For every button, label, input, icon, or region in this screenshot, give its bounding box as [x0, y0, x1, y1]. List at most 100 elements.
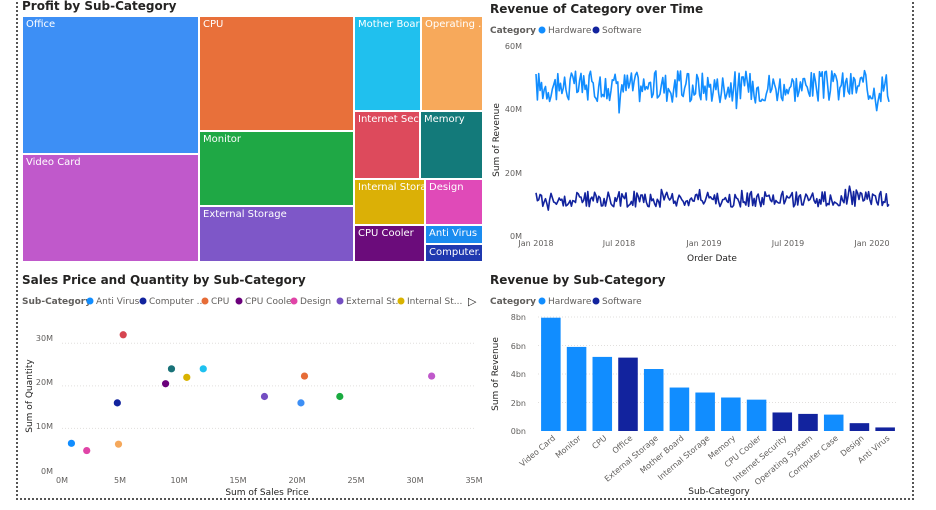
treemap-cell-design[interactable]: Design	[425, 179, 483, 225]
scatter-point[interactable]	[260, 392, 269, 401]
line-series-software[interactable]	[535, 185, 890, 211]
scatter-point[interactable]	[199, 365, 207, 373]
line-y-tick: 0M	[510, 232, 522, 241]
scatter-point[interactable]	[161, 380, 170, 388]
scatter-legend-marker	[290, 297, 298, 305]
scatter-point[interactable]	[119, 331, 127, 339]
treemap-cell-computer-case[interactable]: Computer...	[425, 244, 483, 262]
scatter-point[interactable]	[336, 392, 344, 401]
scatter-legend-item[interactable]: Internal St...	[407, 297, 462, 307]
treemap-cell-office[interactable]: Office	[22, 16, 199, 154]
scatter-point[interactable]	[167, 365, 176, 373]
line-x-tick: Jul 2019	[771, 239, 805, 248]
scatter-legend-item[interactable]: CPU Cooler	[245, 297, 295, 307]
line-y-tick: 60M	[505, 42, 522, 51]
scatter-x-tick: 20M	[288, 476, 305, 485]
line-legend-marker-hardware	[538, 26, 546, 34]
bar-monitor[interactable]	[566, 346, 587, 431]
line-series-hardware[interactable]	[535, 69, 890, 114]
scatter-x-tick: 0M	[56, 476, 68, 485]
bar-cpu-cooler[interactable]	[746, 399, 767, 431]
scatter-x-axis-title: Sum of Sales Price	[225, 488, 309, 498]
line-chart-visual[interactable]: Revenue of Category over Time Category H…	[486, 0, 902, 266]
scatter-legend-marker	[201, 297, 209, 305]
treemap-cell-mother-board[interactable]: Mother Board	[354, 16, 421, 111]
line-x-tick: Jul 2018	[602, 239, 636, 248]
bar-mother-board[interactable]	[669, 387, 690, 431]
scatter-legend-item[interactable]: External St...	[346, 297, 404, 307]
bar-video-card[interactable]	[541, 317, 561, 431]
line-legend-hardware[interactable]: Hardware	[548, 26, 592, 36]
scatter-point[interactable]	[67, 439, 76, 447]
scatter-chart-visual[interactable]: Sales Price and Quantity by Sub-Category…	[18, 268, 484, 504]
scatter-point[interactable]	[83, 446, 91, 455]
treemap-cell-external-storage[interactable]: External Storage	[199, 206, 354, 262]
bar-internet-security[interactable]	[772, 412, 793, 431]
treemap-cell-monitor[interactable]: Monitor	[199, 131, 354, 206]
line-legend-marker-software	[592, 26, 600, 34]
bar-memory[interactable]	[721, 397, 741, 431]
scatter-point[interactable]	[113, 399, 121, 407]
scatter-x-tick: 15M	[229, 476, 246, 485]
bar-y-axis-title: Sum of Revenue	[491, 337, 501, 411]
treemap-label: Anti Virus	[429, 228, 478, 239]
line-x-tick: Jan 2020	[853, 239, 889, 248]
treemap-cell-video-card[interactable]: Video Card	[22, 154, 199, 262]
treemap-label: Office	[26, 19, 56, 30]
treemap-label: Mother Board	[358, 19, 421, 30]
treemap-label: Internal Stora...	[358, 182, 424, 193]
scatter-point[interactable]	[300, 372, 309, 380]
scatter-point[interactable]	[114, 440, 123, 448]
bar-operating-system[interactable]	[798, 413, 818, 431]
scatter-point[interactable]	[428, 372, 436, 380]
scatter-legend-item[interactable]: CPU	[211, 297, 229, 307]
line-y-tick: 40M	[505, 105, 522, 114]
bar-chart-visual[interactable]: Revenue by Sub-Category Category Hardwar…	[486, 268, 902, 504]
treemap-cell-anti-virus[interactable]: Anti Virus	[425, 225, 483, 244]
scatter-legend-item[interactable]: Computer ...	[149, 297, 205, 307]
scatter-point[interactable]	[183, 373, 191, 381]
bar-cpu[interactable]	[592, 356, 613, 431]
scatter-y-tick: 0M	[41, 467, 53, 476]
line-y-tick: 20M	[505, 169, 522, 178]
bar-y-tick: 0bn	[511, 427, 526, 436]
line-legend-software[interactable]: Software	[602, 26, 642, 36]
treemap-label: Memory	[424, 114, 465, 125]
scatter-x-tick: 30M	[406, 476, 423, 485]
bar-office[interactable]	[618, 357, 638, 431]
treemap-label: External Storage	[203, 209, 287, 220]
bar-legend-software[interactable]: Software	[602, 297, 642, 307]
bar-legend-marker-hardware	[538, 297, 546, 305]
bar-anti-virus[interactable]	[875, 427, 895, 431]
bar-external-storage[interactable]	[643, 369, 664, 431]
treemap-cell-operating-system[interactable]: Operating ...	[421, 16, 483, 111]
treemap-cell-internet-security[interactable]: Internet Sec...	[354, 111, 420, 179]
treemap-cell-cpu-cooler[interactable]: CPU Cooler	[354, 225, 425, 262]
scatter-y-tick: 30M	[36, 334, 53, 343]
bar-y-tick: 6bn	[511, 342, 526, 351]
treemap-label: Computer...	[429, 247, 483, 258]
scatter-y-tick: 20M	[36, 378, 53, 387]
bar-x-tick: Video Card	[518, 434, 557, 469]
scatter-point[interactable]	[297, 399, 305, 407]
scatter-legend-marker	[336, 297, 344, 305]
bar-internal-storage[interactable]	[695, 392, 715, 431]
page-border	[16, 0, 914, 500]
bar-computer-case[interactable]	[823, 414, 844, 431]
line-y-axis-title: Sum of Revenue	[492, 103, 502, 177]
scatter-legend-item[interactable]: Anti Virus	[96, 297, 140, 307]
scatter-legend-item[interactable]: Design	[300, 297, 331, 307]
bar-legend-hardware[interactable]: Hardware	[548, 297, 592, 307]
treemap-cell-internal-storage[interactable]: Internal Stora...	[354, 179, 425, 225]
treemap-label: Video Card	[26, 157, 81, 168]
scatter-legend-next-icon[interactable]: ▷	[468, 295, 477, 308]
treemap-label: Design	[429, 182, 464, 193]
scatter-x-tick: 35M	[465, 476, 482, 485]
treemap-cell-memory[interactable]: Memory	[420, 111, 483, 179]
scatter-legend-title: Sub-Category	[22, 297, 91, 307]
bar-x-tick: CPU	[590, 434, 608, 451]
treemap-visual[interactable]: Profit by Sub-Category Office Video Card…	[18, 0, 484, 264]
bar-design[interactable]	[849, 423, 870, 431]
scatter-y-tick: 10M	[36, 422, 53, 431]
treemap-cell-cpu[interactable]: CPU	[199, 16, 354, 131]
